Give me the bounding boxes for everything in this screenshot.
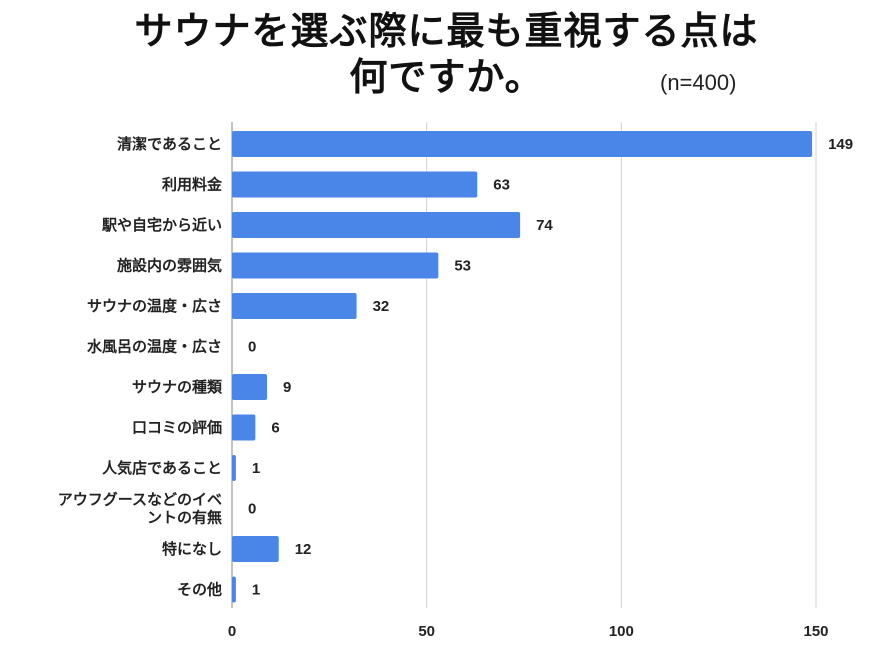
value-label-11: 1: [252, 582, 260, 599]
category-label-5: 水風呂の温度・広さ: [87, 338, 222, 356]
value-label-3: 53: [454, 258, 471, 275]
bar-8: [232, 455, 236, 481]
chart-title-line-2: 何ですか。: [349, 55, 544, 99]
x-tick-label-2: 100: [609, 623, 634, 640]
value-label-1: 63: [493, 177, 510, 194]
category-label-8: 人気店であること: [102, 459, 222, 477]
bar-11: [232, 576, 236, 603]
bar-10: [232, 536, 279, 562]
chart-title: サウナを選ぶ際に最も重視する点は 何ですか。: [0, 8, 893, 100]
value-label-7: 6: [271, 420, 279, 437]
bar-1: [232, 171, 478, 198]
category-label-2: 駅や自宅から近い: [101, 216, 222, 234]
sample-size-note: (n=400): [660, 70, 737, 95]
value-label-8: 1: [252, 460, 260, 477]
x-tick-label-0: 0: [228, 623, 236, 640]
category-label-0: 清潔であること: [117, 135, 222, 153]
x-tick-label-1: 50: [418, 623, 435, 640]
category-label-1: 利用料金: [162, 176, 223, 194]
category-label-6: サウナの種類: [132, 378, 223, 396]
bar-7: [232, 414, 256, 441]
bar-0: [232, 131, 813, 157]
chart-title-line-1: サウナを選ぶ際に最も重視する点は: [134, 9, 759, 53]
category-label-3: 施設内の雰囲気: [117, 257, 222, 275]
category-label-9: アウフグースなどのイベントの有無: [58, 491, 222, 527]
category-label-9-line-1: ントの有無: [147, 509, 222, 527]
bar-3: [232, 252, 439, 279]
category-label-4: サウナの温度・広さ: [87, 297, 222, 315]
category-label-10: 特になし: [162, 540, 222, 558]
bar-4: [232, 293, 357, 319]
bar-6: [232, 374, 268, 400]
category-label-11: その他: [177, 581, 222, 599]
value-label-10: 12: [295, 541, 312, 558]
x-tick-label-3: 150: [803, 623, 828, 640]
value-label-0: 149: [828, 136, 853, 153]
value-label-6: 9: [283, 379, 291, 396]
value-label-2: 74: [536, 217, 553, 234]
category-label-7: 口コミの評価: [132, 419, 222, 437]
bar-2: [232, 212, 521, 238]
category-label-9-line-0: アウフグースなどのイベ: [58, 491, 222, 509]
value-label-9: 0: [248, 501, 256, 518]
value-label-5: 0: [248, 339, 256, 356]
value-label-4: 32: [373, 298, 390, 315]
